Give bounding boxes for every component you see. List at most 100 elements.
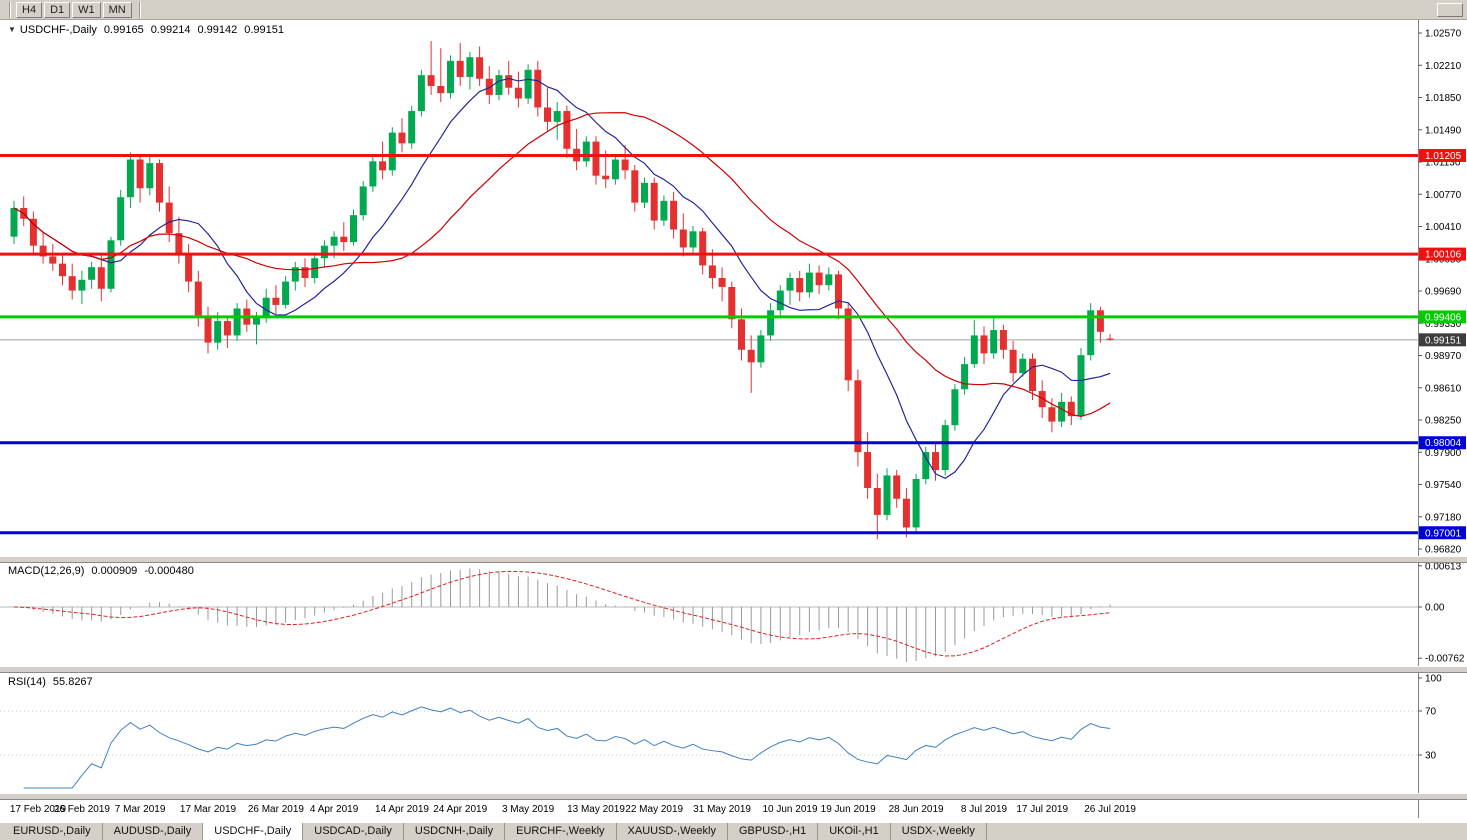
y-axis-labels: 1.02570 1.02210 1.01850 1.01490 1.01130 1.007…	[1418, 29, 1462, 556]
collapse-arrow-icon[interactable]: ▼	[8, 25, 16, 34]
svg-text:0.99690: 0.99690	[1425, 287, 1462, 298]
price-tag	[1419, 333, 1466, 347]
svg-text:7 Mar 2019: 7 Mar 2019	[115, 804, 166, 815]
toolbar-separator	[9, 1, 11, 18]
svg-text:14 Apr 2019: 14 Apr 2019	[375, 804, 429, 815]
timeframe-button-mn[interactable]: MN	[102, 1, 132, 18]
toolbar-separator	[138, 1, 141, 18]
tab-usdcnh-daily[interactable]: USDCNH-,Daily	[403, 823, 506, 840]
ohlc-low: 0.99142	[197, 24, 238, 36]
svg-text:26 Jul 2019: 26 Jul 2019	[1084, 804, 1136, 815]
svg-text:100: 100	[1425, 674, 1442, 685]
svg-text:13 May 2019: 13 May 2019	[567, 804, 625, 815]
price-tag	[1419, 436, 1466, 450]
timeframe-button-h4[interactable]: H4	[16, 1, 43, 18]
svg-text:1.01205: 1.01205	[1425, 151, 1462, 162]
svg-text:70: 70	[1425, 707, 1437, 718]
timeframe-button-d1[interactable]: D1	[44, 1, 71, 18]
svg-text:28 Jun 2019: 28 Jun 2019	[889, 804, 944, 815]
macd-histogram-layer	[23, 568, 1111, 662]
panel-separator[interactable]	[0, 793, 1467, 800]
tab-usdchf-daily[interactable]: USDCHF-,Daily	[203, 823, 304, 840]
svg-text:0.98004: 0.98004	[1425, 438, 1462, 449]
timeframe-button-w1[interactable]: W1	[72, 1, 101, 18]
svg-text:4 Apr 2019: 4 Apr 2019	[310, 804, 359, 815]
chart-svg[interactable]: 1.02570 1.02210 1.01850 1.01490 1.01130 1.007…	[0, 20, 1467, 822]
macd-signal-line	[13, 570, 1111, 657]
price-tag	[1419, 247, 1466, 261]
svg-text:8 Jul 2019: 8 Jul 2019	[961, 804, 1008, 815]
svg-text:3 May 2019: 3 May 2019	[502, 804, 555, 815]
timeframe-toolbar: H4 D1 W1 MN	[16, 1, 134, 18]
svg-text:0.98250: 0.98250	[1425, 416, 1462, 427]
rsi-label: RSI(14)	[8, 676, 46, 688]
svg-text:30: 30	[1425, 751, 1437, 762]
svg-text:1.00770: 1.00770	[1425, 190, 1462, 201]
svg-text:0.00613: 0.00613	[1425, 561, 1462, 572]
svg-text:-0.00762: -0.00762	[1425, 654, 1465, 665]
ohlc-high: 0.99214	[150, 24, 191, 36]
candles-layer	[10, 41, 1114, 540]
macd-axis-labels: 0.00613 0.00 -0.00762	[1418, 561, 1465, 665]
svg-text:24 Apr 2019: 24 Apr 2019	[433, 804, 487, 815]
toolbar-handle-button[interactable]	[1437, 2, 1463, 17]
panel-separator[interactable]	[0, 666, 1467, 673]
rsi-header: RSI(14) 55.8267	[8, 676, 93, 688]
svg-text:22 May 2019: 22 May 2019	[625, 804, 683, 815]
tab-xauusd-weekly[interactable]: XAUUSD-,Weekly	[616, 823, 728, 840]
svg-text:26 Feb 2019: 26 Feb 2019	[54, 804, 111, 815]
svg-text:19 Jun 2019: 19 Jun 2019	[821, 804, 876, 815]
price-tag	[1419, 310, 1466, 324]
svg-text:1.01130: 1.01130	[1425, 158, 1461, 169]
svg-text:0.99330: 0.99330	[1425, 319, 1462, 330]
svg-text:1.02210: 1.02210	[1425, 61, 1462, 72]
macd-header: MACD(12,26,9) 0.000909 -0.000480	[8, 565, 194, 577]
chart-symbol-label: USDCHF-,Daily	[19, 24, 97, 36]
svg-text:1.02570: 1.02570	[1425, 29, 1462, 40]
rsi-line	[23, 706, 1111, 789]
chart-area: 1.02570 1.02210 1.01850 1.01490 1.01130 1.007…	[0, 20, 1467, 822]
rsi-axis-labels: 100 70 30	[1418, 674, 1442, 762]
macd-label: MACD(12,26,9)	[8, 565, 85, 577]
tab-usdx-weekly[interactable]: USDX-,Weekly	[890, 823, 987, 840]
tab-eurusd-daily[interactable]: EURUSD-,Daily	[2, 823, 103, 840]
svg-text:1.00106: 1.00106	[1425, 250, 1462, 261]
moving-average-25	[13, 112, 1111, 418]
svg-text:0.97180: 0.97180	[1425, 512, 1462, 523]
tab-usdcad-daily[interactable]: USDCAD-,Daily	[303, 823, 404, 840]
panel-separator[interactable]	[0, 556, 1467, 563]
macd-signal-value: -0.000480	[144, 565, 194, 577]
tab-ukoil-h1[interactable]: UKOil-,H1	[818, 823, 891, 840]
toolbar: H4 D1 W1 MN	[0, 0, 1467, 20]
svg-text:0.97540: 0.97540	[1425, 480, 1462, 491]
tab-eurchf-weekly[interactable]: EURCHF-,Weekly	[505, 823, 617, 840]
svg-text:17 Feb 2019: 17 Feb 2019	[10, 804, 67, 815]
svg-text:1.01490: 1.01490	[1425, 125, 1462, 136]
svg-text:0.96820: 0.96820	[1425, 545, 1462, 556]
tab-audusd-daily[interactable]: AUDUSD-,Daily	[102, 823, 204, 840]
price-tag	[1419, 148, 1466, 162]
svg-text:0.99151: 0.99151	[1425, 335, 1462, 346]
svg-text:1.01850: 1.01850	[1425, 93, 1462, 104]
svg-text:0.00: 0.00	[1425, 603, 1445, 614]
svg-text:17 Jul 2019: 17 Jul 2019	[1016, 804, 1068, 815]
svg-text:10 Jun 2019: 10 Jun 2019	[762, 804, 817, 815]
macd-main-value: 0.000909	[91, 565, 138, 577]
svg-text:0.98610: 0.98610	[1425, 383, 1462, 394]
bottom-tabbar: EURUSD-,Daily AUDUSD-,Daily USDCHF-,Daily U…	[0, 822, 1467, 840]
price-tag	[1419, 526, 1466, 540]
svg-text:0.97900: 0.97900	[1425, 448, 1462, 459]
svg-text:31 May 2019: 31 May 2019	[693, 804, 751, 815]
svg-text:0.98970: 0.98970	[1425, 351, 1462, 362]
rsi-value: 55.8267	[52, 676, 93, 688]
svg-text:17 Mar 2019: 17 Mar 2019	[180, 804, 237, 815]
tab-gbpusd-h1[interactable]: GBPUSD-,H1	[727, 823, 819, 840]
svg-text:0.97001: 0.97001	[1425, 528, 1462, 539]
svg-text:0.99406: 0.99406	[1425, 312, 1462, 323]
chart-header: ▼ USDCHF-,Daily 0.99165 0.99214 0.99142 0.991…	[8, 24, 284, 36]
svg-text:1.00410: 1.00410	[1425, 222, 1462, 233]
moving-average-10	[13, 77, 1111, 479]
svg-text:26 Mar 2019: 26 Mar 2019	[248, 804, 305, 815]
ohlc-open: 0.99165	[103, 24, 144, 36]
